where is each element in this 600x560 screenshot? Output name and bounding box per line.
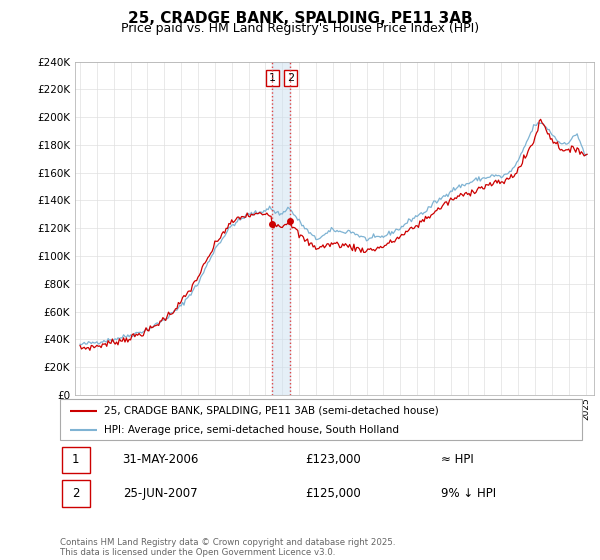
Bar <box>272 62 290 395</box>
Text: ≈ HPI: ≈ HPI <box>441 454 474 466</box>
Text: HPI: Average price, semi-detached house, South Holland: HPI: Average price, semi-detached house,… <box>104 424 400 435</box>
Text: 25, CRADGE BANK, SPALDING, PE11 3AB (semi-detached house): 25, CRADGE BANK, SPALDING, PE11 3AB (sem… <box>104 405 439 416</box>
Bar <box>62 480 90 507</box>
Text: 25, CRADGE BANK, SPALDING, PE11 3AB: 25, CRADGE BANK, SPALDING, PE11 3AB <box>128 11 472 26</box>
Text: 1: 1 <box>72 454 80 466</box>
Text: 2: 2 <box>72 487 80 500</box>
Text: £123,000: £123,000 <box>305 454 361 466</box>
Text: 25-JUN-2007: 25-JUN-2007 <box>122 487 197 500</box>
Text: 9% ↓ HPI: 9% ↓ HPI <box>441 487 496 500</box>
Text: £125,000: £125,000 <box>305 487 361 500</box>
Bar <box>62 447 90 473</box>
Text: 2: 2 <box>287 73 294 83</box>
Text: Contains HM Land Registry data © Crown copyright and database right 2025.
This d: Contains HM Land Registry data © Crown c… <box>60 538 395 557</box>
Text: 1: 1 <box>269 73 276 83</box>
Text: Price paid vs. HM Land Registry's House Price Index (HPI): Price paid vs. HM Land Registry's House … <box>121 22 479 35</box>
Text: 31-MAY-2006: 31-MAY-2006 <box>122 454 199 466</box>
